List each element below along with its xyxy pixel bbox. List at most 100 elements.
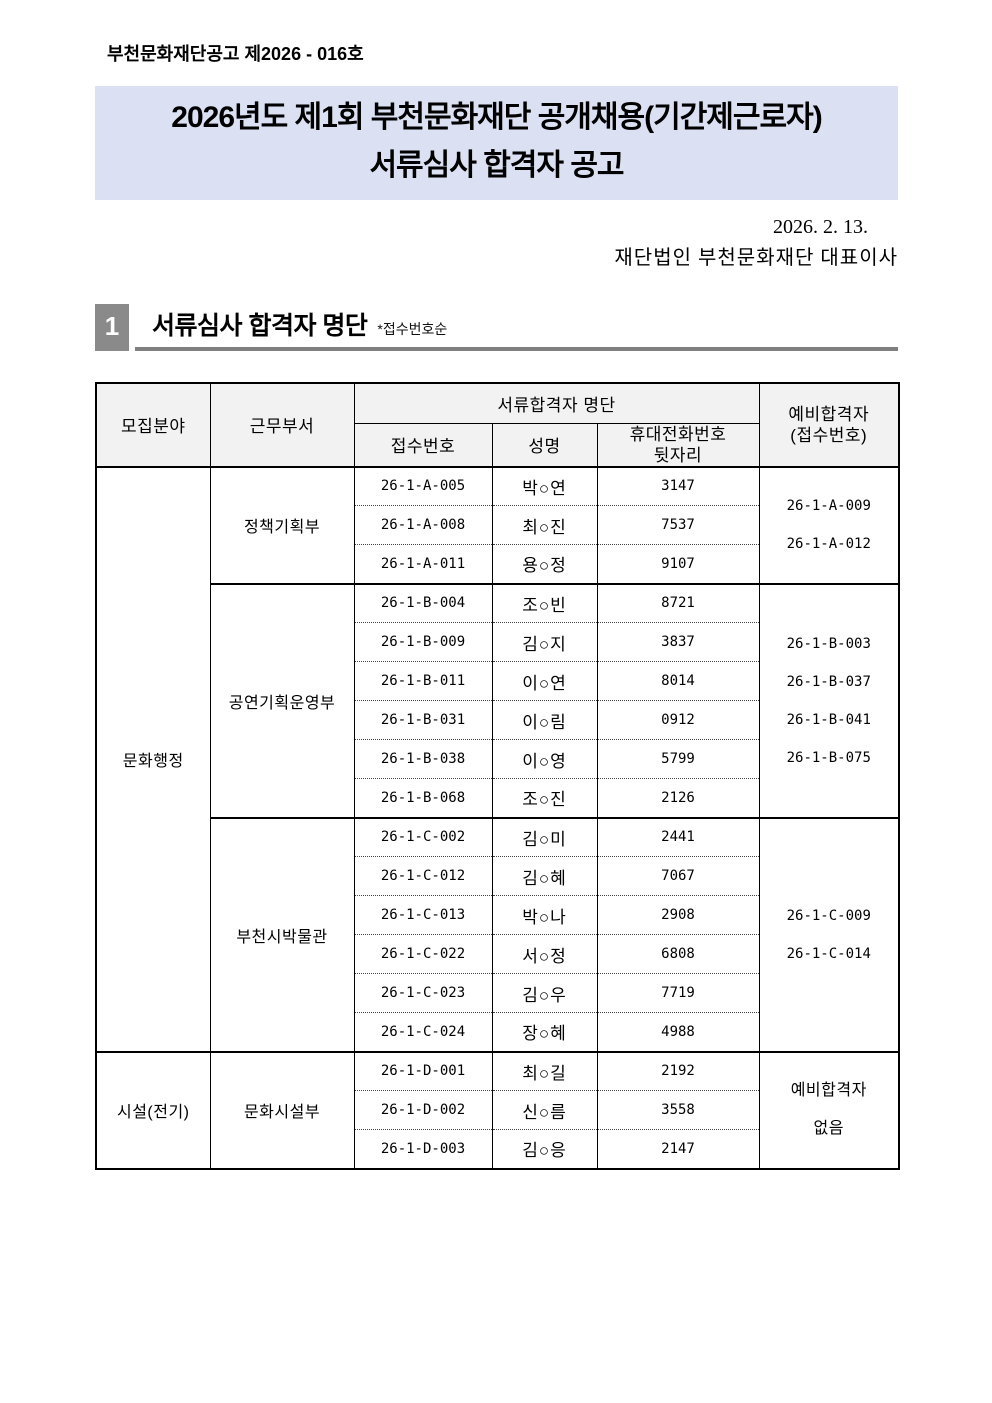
table-row: 26-1-D-002 신○름 3558 (96, 1090, 899, 1130)
table-row: 26-1-B-031 이○림 0912 (96, 700, 899, 740)
phone-cell: 2147 (596, 1129, 760, 1169)
reserve-line: 26-1-A-012 (786, 536, 871, 552)
table-row: 26-1-B-068 조○진 2126 (96, 778, 899, 818)
title-banner: 2026년도 제1회 부천문화재단 공개채용(기간제근로자) 서류심사 합격자 … (95, 86, 898, 200)
phone-cell: 2126 (596, 778, 760, 818)
table-row: 26-1-C-023 김○우 7719 (96, 973, 899, 1013)
table-row: 26-1-D-003 김○응 2147 (96, 1129, 899, 1169)
dept-cell: 문화시설부 (209, 1050, 355, 1169)
section-heading: 1 서류심사 합격자 명단 *접수번호순 (95, 304, 898, 351)
receipt-number-cell: 26-1-C-013 (353, 895, 493, 935)
reserve-line: 26-1-B-041 (786, 711, 871, 728)
table-row: 26-1-A-008 최○진 7537 (96, 505, 899, 545)
name-cell: 신○름 (491, 1090, 598, 1130)
name-cell: 김○우 (491, 973, 598, 1013)
header-phone-line1: 휴대전화번호 (629, 424, 727, 444)
phone-cell: 8721 (596, 582, 760, 623)
results-table: 모집분야 근무부서 서류합격자 명단 예비합격자 (접수번호) 접수번호 성명 … (95, 382, 900, 1170)
phone-cell: 5799 (596, 739, 760, 779)
reserve-line: 26-1-C-014 (786, 945, 871, 962)
phone-cell: 3837 (596, 622, 760, 662)
name-cell: 조○빈 (491, 582, 598, 623)
header-phone-line2: 뒷자리 (653, 445, 703, 465)
receipt-number-cell: 26-1-B-068 (353, 778, 493, 818)
phone-cell: 3147 (596, 465, 760, 506)
header-dept: 근무부서 (209, 382, 355, 467)
name-cell: 박○나 (491, 895, 598, 935)
name-cell: 용○정 (491, 544, 598, 584)
receipt-number-cell: 26-1-A-008 (353, 505, 493, 545)
receipt-number-cell: 26-1-A-011 (353, 544, 493, 584)
table-row: 공연기획운영부 26-1-B-004 조○빈 8721 26-1-B-003 26-1-B… (96, 582, 900, 818)
table-row: 26-1-C-013 박○나 2908 (96, 895, 899, 935)
receipt-number-cell: 26-1-C-023 (353, 973, 493, 1013)
dept-cell: 부천시박물관 (209, 816, 355, 1052)
category-cell: 시설(전기) (95, 1050, 211, 1169)
name-cell: 김○응 (491, 1129, 598, 1169)
reserve-line: 없음 (813, 1120, 844, 1137)
table-row: 시설(전기) 문화시설부 26-1-D-001 최○길 2192 예비합격자 없음 (95, 1050, 900, 1169)
dept-cell: 공연기획운영부 (209, 582, 355, 818)
name-cell: 김○지 (491, 622, 598, 662)
header-reserve: 예비합격자 (접수번호) (758, 382, 900, 467)
name-cell: 최○길 (491, 1050, 598, 1091)
receipt-number-cell: 26-1-D-001 (353, 1050, 493, 1091)
receipt-number-cell: 26-1-B-011 (353, 661, 493, 701)
receipt-number-cell: 26-1-B-009 (353, 622, 493, 662)
name-cell: 김○미 (491, 816, 598, 857)
phone-cell: 2908 (596, 895, 760, 935)
phone-cell: 0912 (596, 700, 760, 740)
phone-cell: 4988 (596, 1012, 760, 1052)
title-line-1: 2026년도 제1회 부천문화재단 공개채용(기간제근로자) (171, 101, 822, 134)
table-row: 문화행정 정책기획부 26-1-A-005 박○연 3147 26-1-A-009 26-1… (95, 465, 900, 1052)
section-number-badge: 1 (95, 304, 129, 351)
name-cell: 서○정 (491, 934, 598, 974)
receipt-number-cell: 26-1-D-003 (353, 1129, 493, 1169)
issuer-name: 재단법인 부천문화재단 대표이사 (614, 247, 898, 269)
header-category: 모집분야 (95, 382, 211, 467)
name-cell: 조○진 (491, 778, 598, 818)
receipt-number-cell: 26-1-B-038 (353, 739, 493, 779)
table-row: 26-1-A-011 용○정 9107 (96, 544, 899, 584)
reserve-cell: 26-1-A-009 26-1-A-012 (758, 465, 900, 584)
name-cell: 장○혜 (491, 1012, 598, 1052)
receipt-number-cell: 26-1-C-024 (353, 1012, 493, 1052)
header-reserve-line1: 예비합격자 (788, 404, 870, 424)
results-table-body: 문화행정 정책기획부 26-1-A-005 박○연 3147 26-1-A-009 26-1… (95, 465, 900, 1169)
phone-cell: 2441 (596, 816, 760, 857)
date-block: 2026. 2. 13. 재단법인 부천문화재단 대표이사 (95, 212, 898, 274)
phone-cell: 2192 (596, 1050, 760, 1091)
header-reserve-line2: (접수번호) (790, 425, 868, 445)
reserve-line: 26-1-A-009 (786, 498, 871, 514)
table-row: 26-1-C-024 장○혜 4988 (96, 1012, 899, 1052)
section-title-underline: 서류심사 합격자 명단 *접수번호순 (135, 304, 898, 351)
category-cell: 문화행정 (95, 465, 211, 1052)
name-cell: 이○연 (491, 661, 598, 701)
receipt-number-cell: 26-1-A-005 (353, 465, 493, 506)
header-phone: 휴대전화번호 뒷자리 (596, 422, 760, 467)
phone-cell: 7067 (596, 856, 760, 896)
title-line-2: 서류심사 합격자 공고 (369, 149, 624, 182)
name-cell: 박○연 (491, 465, 598, 506)
dept-cell: 정책기획부 (209, 465, 355, 584)
reserve-cell: 26-1-C-009 26-1-C-014 (758, 816, 900, 1052)
name-cell: 이○림 (491, 700, 598, 740)
announcement-date: 2026. 2. 13. (773, 216, 868, 238)
table-row: 26-1-C-012 김○혜 7067 (96, 856, 899, 896)
name-cell: 김○혜 (491, 856, 598, 896)
phone-cell: 3558 (596, 1090, 760, 1130)
table-row: 26-1-B-038 이○영 5799 (96, 739, 899, 779)
reserve-line: 26-1-C-009 (786, 907, 871, 924)
reserve-line: 26-1-B-075 (786, 749, 871, 766)
reserve-line: 예비합격자 (790, 1082, 867, 1099)
section-title: 서류심사 합격자 명단 (152, 312, 368, 340)
receipt-number-cell: 26-1-C-002 (353, 816, 493, 857)
receipt-number-cell: 26-1-B-031 (353, 700, 493, 740)
phone-cell: 6808 (596, 934, 760, 974)
table-row: 26-1-B-009 김○지 3837 (96, 622, 899, 662)
receipt-number-cell: 26-1-C-012 (353, 856, 493, 896)
name-cell: 최○진 (491, 505, 598, 545)
phone-cell: 9107 (596, 544, 760, 584)
phone-cell: 7537 (596, 505, 760, 545)
